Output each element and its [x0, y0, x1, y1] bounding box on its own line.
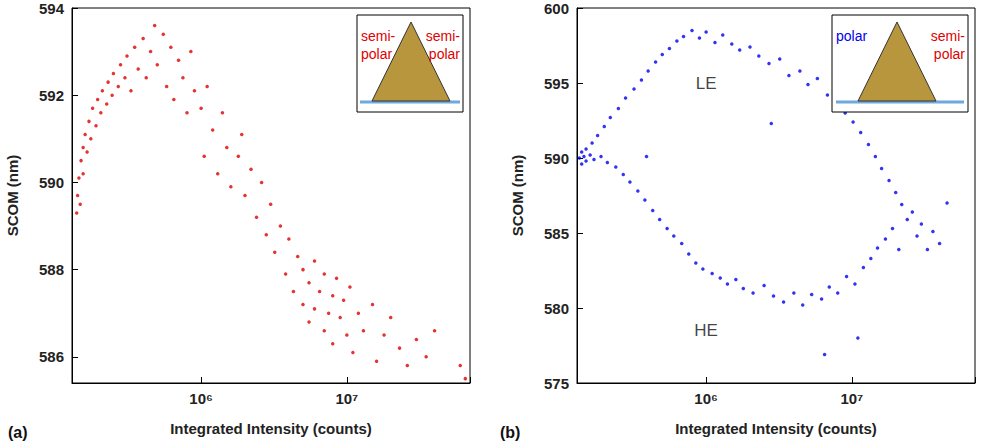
svg-text:LE: LE [696, 74, 717, 93]
svg-text:588: 588 [39, 261, 64, 278]
svg-text:SCOM (nm): SCOM (nm) [509, 155, 526, 237]
svg-text:polar: polar [934, 46, 965, 62]
svg-text:Integrated Intensity (counts): Integrated Intensity (counts) [675, 420, 877, 437]
svg-text:(a): (a) [8, 424, 28, 441]
svg-text:semi-: semi- [931, 28, 966, 44]
svg-text:575: 575 [544, 375, 569, 392]
svg-text:polar: polar [836, 28, 867, 44]
svg-text:585: 585 [544, 225, 569, 242]
svg-text:10⁶: 10⁶ [189, 390, 213, 407]
svg-text:586: 586 [39, 348, 64, 365]
svg-text:semi-: semi- [426, 28, 461, 44]
svg-text:Integrated Intensity (counts): Integrated Intensity (counts) [170, 420, 372, 437]
svg-text:semi-: semi- [361, 28, 396, 44]
svg-text:592: 592 [39, 87, 64, 104]
svg-text:600: 600 [544, 0, 569, 17]
svg-text:polar: polar [429, 46, 460, 62]
svg-text:595: 595 [544, 75, 569, 92]
svg-text:(b): (b) [500, 424, 520, 441]
svg-text:590: 590 [544, 150, 569, 167]
svg-text:590: 590 [39, 174, 64, 191]
svg-text:HE: HE [694, 321, 718, 340]
svg-text:10⁶: 10⁶ [694, 390, 718, 407]
svg-text:580: 580 [544, 300, 569, 317]
svg-text:polar: polar [361, 46, 392, 62]
svg-text:10⁷: 10⁷ [335, 390, 358, 407]
svg-text:SCOM (nm): SCOM (nm) [4, 155, 21, 237]
svg-text:10⁷: 10⁷ [840, 390, 863, 407]
svg-text:594: 594 [39, 0, 65, 17]
